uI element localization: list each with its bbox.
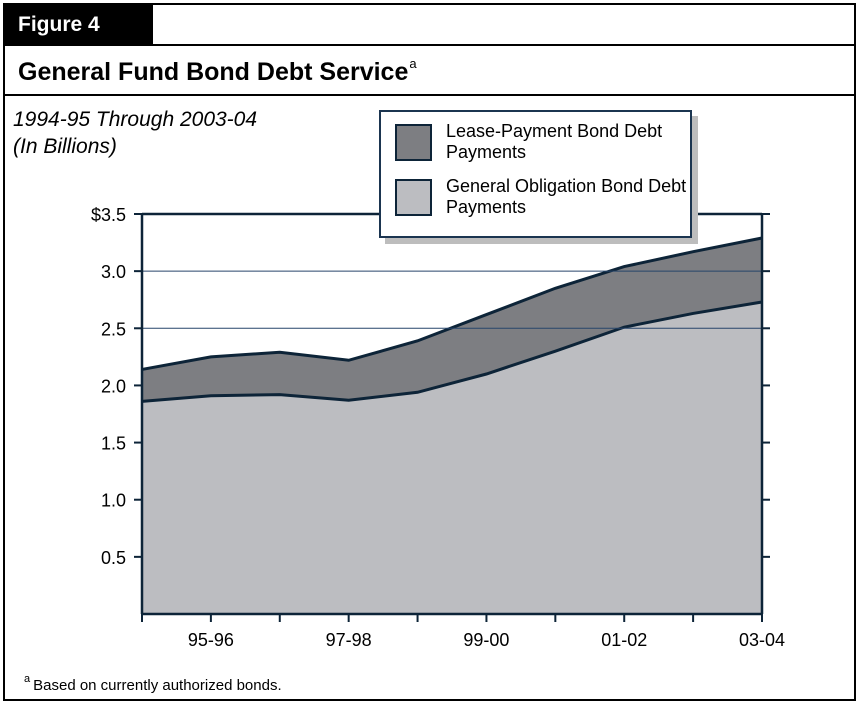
x-tick-label: 95-96: [188, 630, 234, 650]
area-lease-payment-bond-debt-payments: [142, 238, 762, 402]
chart-subtitle-period: 1994-95 Through 2003-04: [13, 108, 258, 131]
chart-subtitle-units: (In Billions): [13, 135, 117, 158]
y-tick-label: 2.0: [101, 376, 126, 396]
x-tick-label: 97-98: [326, 630, 372, 650]
footnote-marker: a: [24, 673, 31, 685]
x-tick-label: 01-02: [601, 630, 647, 650]
chart-plot: 0.5 1.0 1.5 2.0 2.5 3.0 $3.5 95-96 97-98 99-00 01-…: [91, 205, 785, 650]
y-tick-label: 1.5: [101, 434, 126, 454]
line-lease-payment-bond-debt-payments: [141, 236, 763, 371]
footnote-text: Based on currently authorized bonds.: [33, 677, 282, 694]
area-general-obligation-bond-debt-payments: [142, 302, 762, 614]
figure-label: Figure 4: [5, 5, 153, 44]
legend-swatch-lease-payment: [395, 124, 432, 161]
legend-label-general-obligation: General Obligation Bond Debt Payments: [446, 176, 687, 217]
y-tick-label: 1.0: [101, 491, 126, 511]
footnote: a Based on currently authorized bonds.: [24, 673, 282, 694]
legend-label-lease-payment: Lease-Payment Bond Debt Payments: [446, 121, 663, 162]
title-footnote-marker: a: [409, 56, 417, 71]
title-bar: General Fund Bond Debt Servicea: [5, 44, 854, 96]
y-tick-label: 3.0: [101, 262, 126, 282]
chart-title: General Fund Bond Debt Servicea: [18, 56, 417, 87]
figure-frame: Figure 4 General Fund Bond Debt Servicea…: [3, 3, 856, 701]
y-tick-label: 0.5: [101, 548, 126, 568]
legend-swatch-general-obligation: [395, 179, 432, 216]
y-tick-label: $3.5: [91, 205, 126, 225]
x-tick-label: 99-00: [463, 630, 509, 650]
y-tick-label: 2.5: [101, 319, 126, 339]
chart-legend: Lease-Payment Bond Debt Payments General…: [379, 110, 692, 238]
line-general-obligation-bond-debt-payments: [141, 300, 763, 403]
chart-title-text: General Fund Bond Debt Service: [18, 58, 409, 86]
x-tick-label: 03-04: [739, 630, 785, 650]
